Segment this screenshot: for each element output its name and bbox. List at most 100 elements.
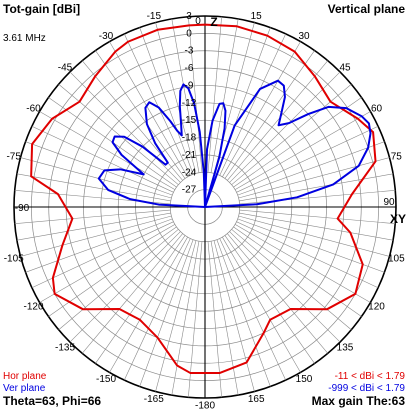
grid-spoke xyxy=(171,18,200,173)
radial-tick-label: -15 xyxy=(182,115,197,126)
angle-tick-label: -45 xyxy=(58,63,73,74)
z-axis-marker: Z xyxy=(210,15,217,29)
radial-tick-label: 3 xyxy=(186,11,192,22)
grid-spoke xyxy=(31,221,174,288)
angle-tick-label: 15 xyxy=(251,11,263,22)
grid-spoke xyxy=(20,215,172,257)
grid-spoke xyxy=(222,41,301,178)
grid-spoke xyxy=(20,157,172,199)
angle-tick-label: 105 xyxy=(388,254,405,265)
grid-spoke xyxy=(124,33,191,176)
legend-ver-plane: Ver plane xyxy=(3,383,46,394)
grid-spoke xyxy=(238,157,390,199)
ver-plane-trace xyxy=(97,79,372,208)
hor-plane-trace xyxy=(30,23,377,375)
grid-spoke xyxy=(239,212,394,241)
angle-tick-label: -150 xyxy=(96,374,116,385)
ver-gain-range: -999 < dBi < 1.79 xyxy=(328,383,405,394)
grid-spoke xyxy=(25,141,173,196)
grid-spoke xyxy=(207,241,222,398)
grid-spoke xyxy=(227,60,328,181)
radial-tick-label: -6 xyxy=(185,63,194,74)
radial-tick-label: -9 xyxy=(185,81,194,92)
grid-spoke xyxy=(188,16,203,173)
angle-tick-label: -120 xyxy=(23,302,43,313)
grid-spoke xyxy=(124,238,191,381)
grid-spoke xyxy=(239,209,396,224)
radial-tick-label: -3 xyxy=(185,46,194,57)
angle-tick-label: 30 xyxy=(298,31,310,42)
angle-tick-label: -30 xyxy=(99,31,114,42)
grid-spoke xyxy=(219,238,286,381)
grid-spoke xyxy=(58,229,179,330)
angle-tick-label: -90 xyxy=(15,203,30,214)
angle-tick-label: 75 xyxy=(391,151,403,162)
grid-spoke xyxy=(82,233,183,354)
radial-tick-label: -24 xyxy=(182,167,197,178)
grid-spoke xyxy=(95,235,186,364)
angle-tick-label: 60 xyxy=(371,104,383,115)
grid-spoke xyxy=(16,212,171,241)
grid-spoke xyxy=(210,18,239,173)
grid-spoke xyxy=(210,241,239,396)
chart-title: Tot-gain [dBi] xyxy=(3,2,81,16)
grid-spoke xyxy=(233,97,362,188)
frequency-label: 3.61 MHz xyxy=(3,33,46,44)
radial-tick-label: -18 xyxy=(182,133,197,144)
grid-spoke xyxy=(25,218,173,273)
grid-spoke xyxy=(171,241,200,396)
grid-spoke xyxy=(224,50,315,179)
grid-spoke xyxy=(155,22,197,174)
grid-spoke xyxy=(224,235,315,364)
grid-spoke xyxy=(207,16,222,173)
grid-spoke xyxy=(31,126,174,193)
grid-spoke xyxy=(239,190,396,205)
grid-spoke xyxy=(95,50,186,179)
grid-spoke xyxy=(216,239,271,387)
angle-tick-label: 135 xyxy=(337,343,354,354)
plane-label: Vertical plane xyxy=(327,2,405,16)
grid-spoke xyxy=(236,221,379,288)
radial-tick-label: -27 xyxy=(182,185,197,196)
radial-tick-label: -12 xyxy=(182,98,197,109)
grid-spoke xyxy=(236,126,379,193)
max-gain-readout: Max gain The:63 xyxy=(311,394,405,408)
grid-spoke xyxy=(229,71,341,183)
grid-spoke xyxy=(237,218,385,273)
angle-tick-label: -15 xyxy=(147,11,162,22)
angle-tick-label: 120 xyxy=(368,302,385,313)
grid-spoke xyxy=(139,239,194,387)
grid-spoke xyxy=(234,224,371,303)
grid-spoke xyxy=(188,241,203,398)
grid-spoke xyxy=(69,71,181,183)
angle-tick-label: 45 xyxy=(339,63,351,74)
grid-spoke xyxy=(39,224,176,303)
grid-spoke xyxy=(155,240,197,392)
radial-tick-label: 0 xyxy=(186,28,192,39)
grid-spoke xyxy=(213,240,255,392)
grid-spoke xyxy=(109,41,188,178)
angle-tick-label: -135 xyxy=(55,343,75,354)
grid-spoke xyxy=(139,27,194,175)
grid-spoke xyxy=(231,84,352,185)
angle-tick-label: -165 xyxy=(144,394,164,405)
angle-tick-label: 165 xyxy=(248,394,265,405)
grid-spoke xyxy=(109,236,188,373)
grid-spoke xyxy=(16,173,171,202)
grid-spoke xyxy=(229,231,341,343)
grid-spoke xyxy=(222,236,301,373)
polar-grid xyxy=(13,15,397,399)
grid-spoke xyxy=(238,215,390,257)
grid-spoke xyxy=(231,229,352,330)
theta-phi-readout: Theta=63, Phi=66 xyxy=(3,394,102,408)
grid-spoke xyxy=(69,231,181,343)
angle-tick-label: 0 xyxy=(195,16,201,27)
grid-spoke xyxy=(237,141,385,196)
radial-tick-label: -21 xyxy=(182,150,197,161)
legend-hor-plane: Hor plane xyxy=(3,371,47,382)
angle-tick-label: 90 xyxy=(383,197,395,208)
grid-spoke xyxy=(219,33,286,176)
angle-tick-label: -180 xyxy=(195,401,215,409)
xy-axis-marker: XY xyxy=(390,212,406,226)
